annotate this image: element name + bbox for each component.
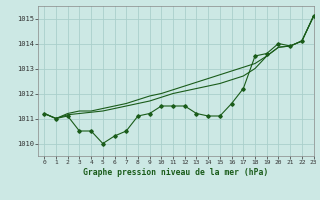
X-axis label: Graphe pression niveau de la mer (hPa): Graphe pression niveau de la mer (hPa)	[84, 168, 268, 177]
